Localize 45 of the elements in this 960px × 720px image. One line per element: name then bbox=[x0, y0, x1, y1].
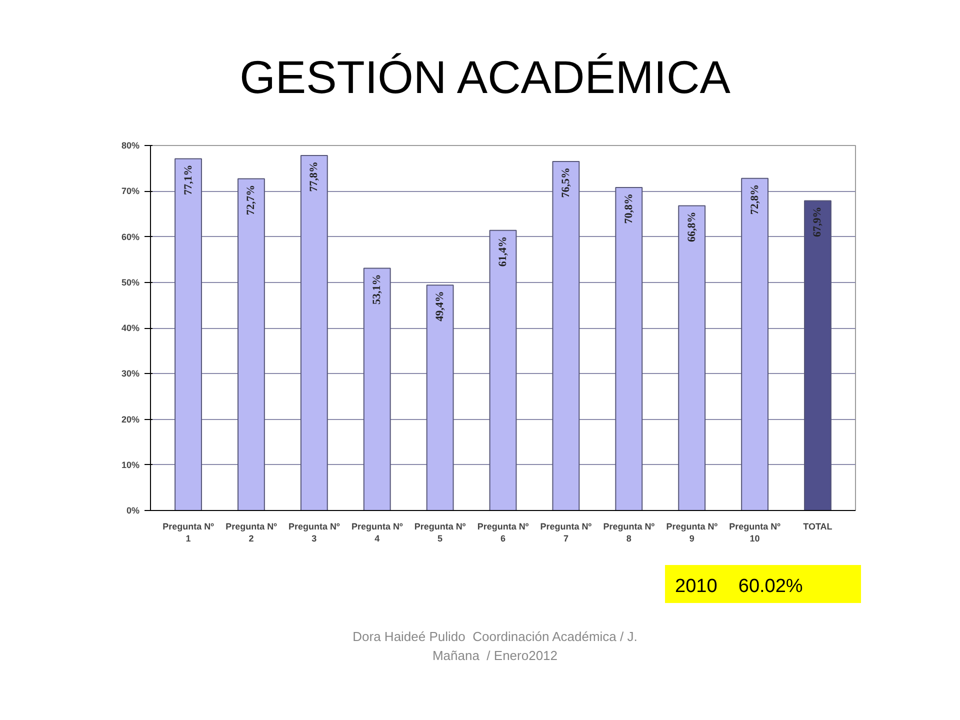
y-tick-label: 0% bbox=[126, 506, 140, 516]
data-label: 76,5% bbox=[560, 167, 572, 198]
text: Dora Haideé Pulido Coordinación Académica / J. Mañana / Enero2012 bbox=[352, 628, 638, 665]
x-tick-label: Pregunta Nº 7 bbox=[540, 522, 592, 544]
text: 2010 60.02% bbox=[675, 575, 803, 599]
data-label: 77,1% bbox=[182, 164, 194, 195]
bar bbox=[804, 200, 832, 510]
bar bbox=[426, 284, 454, 510]
bar bbox=[237, 178, 265, 510]
bar bbox=[174, 158, 202, 510]
y-tick-label: 40% bbox=[121, 323, 140, 333]
bar bbox=[363, 268, 391, 510]
data-label: 72,8% bbox=[748, 184, 761, 215]
data-label: 67,9% bbox=[812, 206, 824, 237]
data-label: 53,1% bbox=[371, 274, 384, 304]
data-label: 70,8% bbox=[622, 193, 635, 224]
x-tick-label: Pregunta Nº 6 bbox=[477, 522, 530, 544]
bar bbox=[741, 178, 769, 510]
bar bbox=[489, 230, 517, 510]
x-tick-label: Pregunta Nº 2 bbox=[226, 522, 278, 544]
x-tick-label: Pregunta Nº 4 bbox=[351, 522, 404, 544]
x-tick-label: TOTAL bbox=[803, 522, 833, 532]
x-tick-label: Pregunta Nº 3 bbox=[288, 522, 341, 544]
y-tick-label: 30% bbox=[121, 368, 140, 379]
data-label: 66,8% bbox=[686, 212, 698, 242]
y-tick-label: 80% bbox=[121, 140, 140, 150]
x-tick-label: Pregunta Nº 10 bbox=[729, 522, 782, 544]
data-label: 77,8% bbox=[308, 162, 320, 192]
data-label: 72,7% bbox=[245, 184, 258, 216]
x-tick-label: Pregunta Nº 1 bbox=[162, 522, 215, 544]
data-label: 61,4% bbox=[497, 236, 509, 267]
y-tick-label: 20% bbox=[121, 414, 140, 424]
y-tick-label: 60% bbox=[121, 232, 140, 242]
data-label: 49,4% bbox=[434, 291, 446, 322]
x-tick-label: Pregunta Nº 9 bbox=[666, 522, 718, 544]
y-tick-label: 70% bbox=[121, 186, 140, 196]
bar bbox=[552, 160, 580, 510]
x-tick-label: Pregunta Nº 8 bbox=[603, 522, 656, 544]
y-tick-label: 50% bbox=[121, 277, 140, 288]
x-tick-label: Pregunta Nº 5 bbox=[414, 522, 466, 544]
bar bbox=[615, 186, 643, 510]
chart-title: GESTIÓN ACADÉMICA bbox=[240, 50, 730, 105]
bar bbox=[300, 155, 328, 510]
y-tick-label: 10% bbox=[121, 460, 140, 470]
bar bbox=[678, 205, 706, 510]
